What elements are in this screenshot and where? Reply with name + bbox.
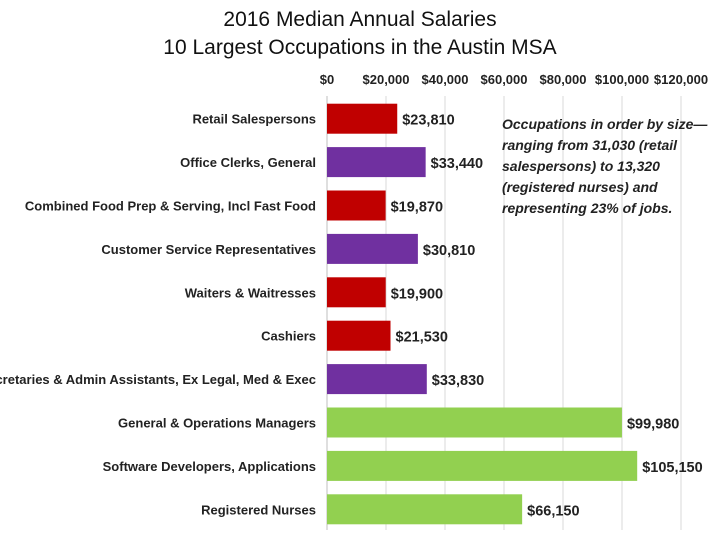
bar [327,103,398,134]
bar [327,147,426,178]
x-tick-label: $80,000 [540,72,587,87]
x-tick-label: $20,000 [363,72,410,87]
x-tick-label: $0 [320,72,334,87]
category-label: General & Operations Managers [118,416,316,431]
x-tick-label: $40,000 [422,72,469,87]
data-label: $99,980 [627,417,679,433]
bar [327,364,427,395]
category-label: Waiters & Waitresses [185,285,316,300]
bar [327,450,638,481]
bar [327,494,523,525]
category-label: Customer Service Representatives [101,242,316,257]
x-tick-label: $120,000 [654,72,708,87]
data-label: $66,150 [527,503,579,519]
chart-title: 2016 Median Annual Salaries [223,8,497,31]
category-label: Secretaries & Admin Assistants, Ex Legal… [0,372,316,387]
category-label: Office Clerks, General [180,155,316,170]
chart-title-block: 2016 Median Annual Salaries 10 Largest O… [0,6,720,62]
data-label: $105,150 [642,460,702,476]
data-label: $30,810 [423,243,475,259]
category-label: Combined Food Prep & Serving, Incl Fast … [25,199,316,214]
x-tick-label: $60,000 [481,72,528,87]
category-label: Cashiers [261,329,316,344]
data-label: $19,870 [391,200,443,216]
data-label: $21,530 [396,330,448,346]
data-label: $19,900 [391,286,443,302]
chart-annotation: Occupations in order by size—ranging fro… [502,116,708,216]
data-label: $23,810 [402,113,454,129]
category-label: Registered Nurses [201,502,316,517]
data-label: $33,830 [432,373,484,389]
data-label: $33,440 [431,156,483,172]
bar [327,277,386,308]
category-label: Software Developers, Applications [103,459,316,474]
bar [327,233,418,264]
bar [327,320,391,351]
chart-subtitle: 10 Largest Occupations in the Austin MSA [163,36,557,59]
category-label: Retail Salespersons [192,112,316,127]
bar [327,190,386,221]
x-tick-label: $100,000 [595,72,649,87]
bar [327,407,622,438]
